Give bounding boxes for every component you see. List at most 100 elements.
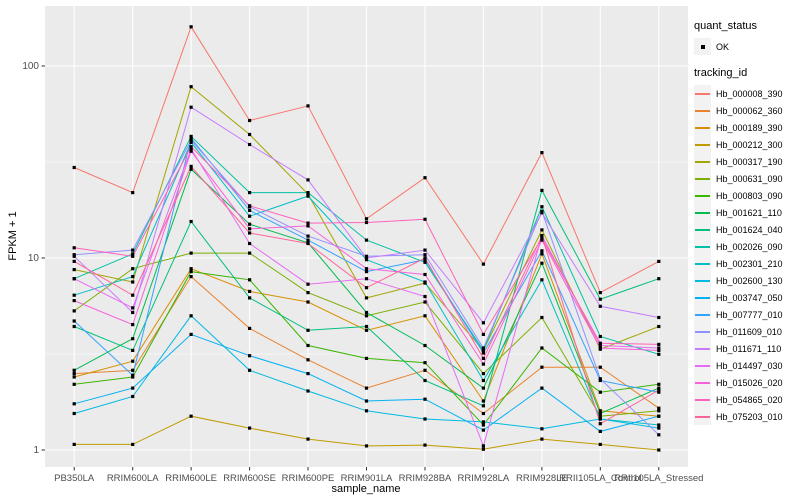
data-point (540, 315, 544, 320)
x-tick-label: RRIM901LA (341, 473, 393, 484)
data-point (657, 346, 661, 350)
data-point (306, 238, 310, 242)
data-point (72, 402, 76, 406)
legend-key-box (694, 238, 711, 255)
x-tick-label: PB350LA (54, 473, 95, 484)
data-point (481, 399, 485, 403)
line-swatch-icon (695, 109, 710, 112)
legend-key-box (694, 374, 711, 391)
data-point (306, 291, 310, 295)
data-point (131, 306, 135, 310)
data-point (364, 220, 369, 225)
data-point (598, 422, 602, 426)
data-point (189, 25, 193, 29)
data-point (540, 427, 544, 431)
data-point (248, 191, 252, 195)
data-point (481, 428, 485, 432)
x-tick-label: RRIM600LA (107, 473, 159, 484)
legend-key-box (694, 391, 711, 408)
data-point (364, 444, 369, 448)
data-point (306, 372, 310, 376)
data-point (131, 337, 135, 341)
legend-item-Hb_000189_390: Hb_000189_390 (694, 119, 800, 136)
data-point (598, 411, 602, 416)
data-point (481, 348, 485, 352)
line-swatch-icon (695, 347, 710, 350)
legend-label: Hb_000631_090 (716, 173, 783, 184)
data-point (306, 221, 310, 225)
data-point (131, 373, 135, 377)
data-point (540, 252, 544, 256)
legend-key-box (694, 204, 711, 221)
data-point (598, 409, 602, 413)
data-point (248, 208, 252, 212)
data-point (364, 409, 369, 413)
data-point (481, 404, 485, 408)
data-point (657, 414, 661, 418)
legend-key-box (694, 255, 711, 272)
data-point (72, 324, 76, 329)
data-point (481, 444, 485, 448)
data-point (481, 262, 485, 266)
data-point (72, 299, 76, 303)
data-point (540, 386, 544, 390)
data-point (423, 258, 427, 262)
data-point (540, 236, 544, 240)
data-point (72, 268, 76, 272)
legend-label: Hb_000008_390 (716, 88, 783, 99)
data-point (306, 234, 310, 238)
data-point (540, 238, 544, 242)
data-point (598, 414, 602, 418)
data-point (598, 378, 602, 383)
data-point (189, 105, 193, 109)
data-point (423, 272, 427, 277)
data-point (131, 310, 135, 315)
line-swatch-icon (695, 296, 710, 299)
legend-item-Hb_011609_010: Hb_011609_010 (694, 323, 800, 340)
line-swatch-icon (695, 381, 710, 384)
data-point (364, 286, 369, 290)
data-point (657, 259, 661, 263)
data-point (189, 219, 193, 224)
legend-key-box (694, 221, 711, 238)
data-point (657, 324, 661, 329)
data-point (248, 326, 252, 330)
data-point (131, 323, 135, 327)
data-point (540, 346, 544, 350)
data-point (306, 192, 310, 196)
data-point (540, 188, 544, 192)
legend-key-box (694, 289, 711, 306)
x-tick-label: RRII105LA_Stressed (614, 473, 703, 484)
legend-item-Hb_000631_090: Hb_000631_090 (694, 170, 800, 187)
data-point (423, 361, 427, 365)
line-swatch-icon (695, 398, 710, 401)
data-point (481, 378, 485, 383)
data-point (189, 145, 193, 149)
data-point (364, 328, 369, 332)
data-point (598, 346, 602, 350)
data-point (131, 394, 135, 399)
legend: quant_status OK tracking_id Hb_000008_39… (694, 20, 800, 425)
legend-label: Hb_002026_090 (716, 241, 783, 252)
data-point (481, 447, 485, 451)
data-point (189, 164, 193, 168)
legend-key-box (694, 187, 711, 204)
data-point (598, 304, 602, 308)
point-marker-icon (700, 44, 705, 49)
data-point (306, 282, 310, 286)
legend-label: Hb_002301_210 (716, 258, 783, 269)
data-point (248, 278, 252, 282)
data-point (657, 348, 661, 352)
legend-item-Hb_015026_020: Hb_015026_020 (694, 374, 800, 391)
legend-label-ok: OK (716, 41, 730, 52)
legend-key-box (694, 85, 711, 102)
data-point (423, 280, 427, 284)
data-point (364, 324, 369, 329)
data-point (364, 217, 369, 221)
legend-item-Hb_014497_030: Hb_014497_030 (694, 357, 800, 374)
data-point (72, 277, 76, 281)
legend-key-box (694, 102, 711, 119)
line-swatch-icon (695, 194, 710, 197)
